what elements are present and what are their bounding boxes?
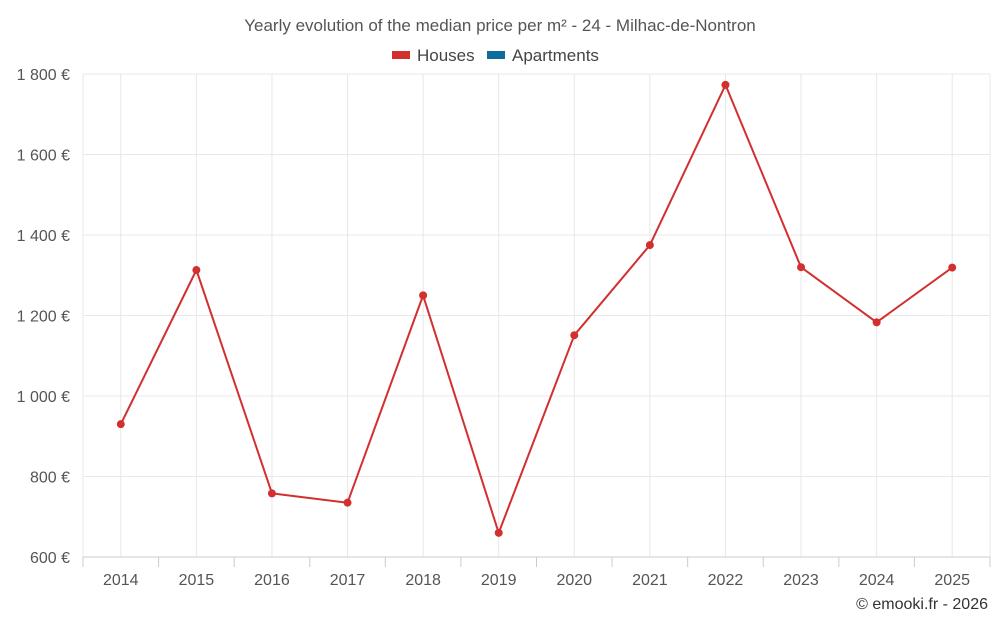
x-tick-label: 2016: [254, 572, 290, 589]
legend-label-houses: Houses: [417, 46, 475, 65]
x-tick-label: 2021: [632, 572, 668, 589]
legend-swatch-houses: [392, 51, 410, 59]
data-point-houses[interactable]: [343, 498, 352, 507]
legend-swatch-apartments: [487, 51, 505, 59]
x-tick-label: 2023: [783, 572, 819, 589]
x-tick-label: 2025: [934, 572, 970, 589]
y-tick-label: 800 €: [30, 470, 70, 487]
x-tick-label: 2017: [330, 572, 366, 589]
x-tick-label: 2022: [708, 572, 744, 589]
y-tick-label: 1 200 €: [17, 309, 70, 326]
data-point-houses[interactable]: [419, 291, 428, 300]
legend-item-houses[interactable]: Houses: [392, 46, 475, 65]
data-point-houses[interactable]: [721, 80, 730, 89]
credit-text: © emooki.fr - 2026: [856, 596, 988, 613]
series-houses: [116, 80, 957, 537]
x-axis: 2014 2015 2016 2017 2018 2019 2020 2021 2022 2023…: [82, 556, 991, 589]
data-point-houses[interactable]: [872, 318, 881, 327]
data-point-houses[interactable]: [192, 266, 201, 275]
x-tick-label: 2014: [103, 572, 139, 589]
x-tick-label: 2019: [481, 572, 517, 589]
x-tick-label: 2020: [556, 572, 592, 589]
data-point-houses[interactable]: [797, 263, 806, 272]
legend-item-apartments[interactable]: Apartments: [487, 46, 599, 65]
x-tick-label: 2024: [859, 572, 895, 589]
y-tick-label: 1 000 €: [17, 389, 70, 406]
data-point-houses[interactable]: [570, 331, 579, 340]
data-point-houses[interactable]: [948, 263, 957, 272]
y-tick-label: 1 600 €: [17, 148, 70, 165]
y-tick-label: 1 400 €: [17, 228, 70, 245]
data-point-houses[interactable]: [267, 489, 276, 498]
data-point-houses[interactable]: [116, 420, 125, 429]
data-point-houses[interactable]: [645, 241, 654, 250]
legend-label-apartments: Apartments: [512, 46, 599, 65]
series-line-houses: [119, 83, 953, 534]
y-tick-label: 600 €: [30, 550, 70, 567]
y-tick-label: 1 800 €: [17, 67, 70, 84]
data-point-houses[interactable]: [494, 528, 503, 537]
x-tick-label: 2015: [179, 572, 215, 589]
y-axis: 600 € 800 € 1 000 € 1 200 € 1 400 € 1 600 € 1 …: [17, 67, 70, 567]
x-tick-label: 2018: [405, 572, 441, 589]
chart-title: Yearly evolution of the median price per…: [244, 16, 756, 35]
legend: Houses Apartments: [392, 46, 599, 65]
gridlines: [82, 73, 991, 557]
